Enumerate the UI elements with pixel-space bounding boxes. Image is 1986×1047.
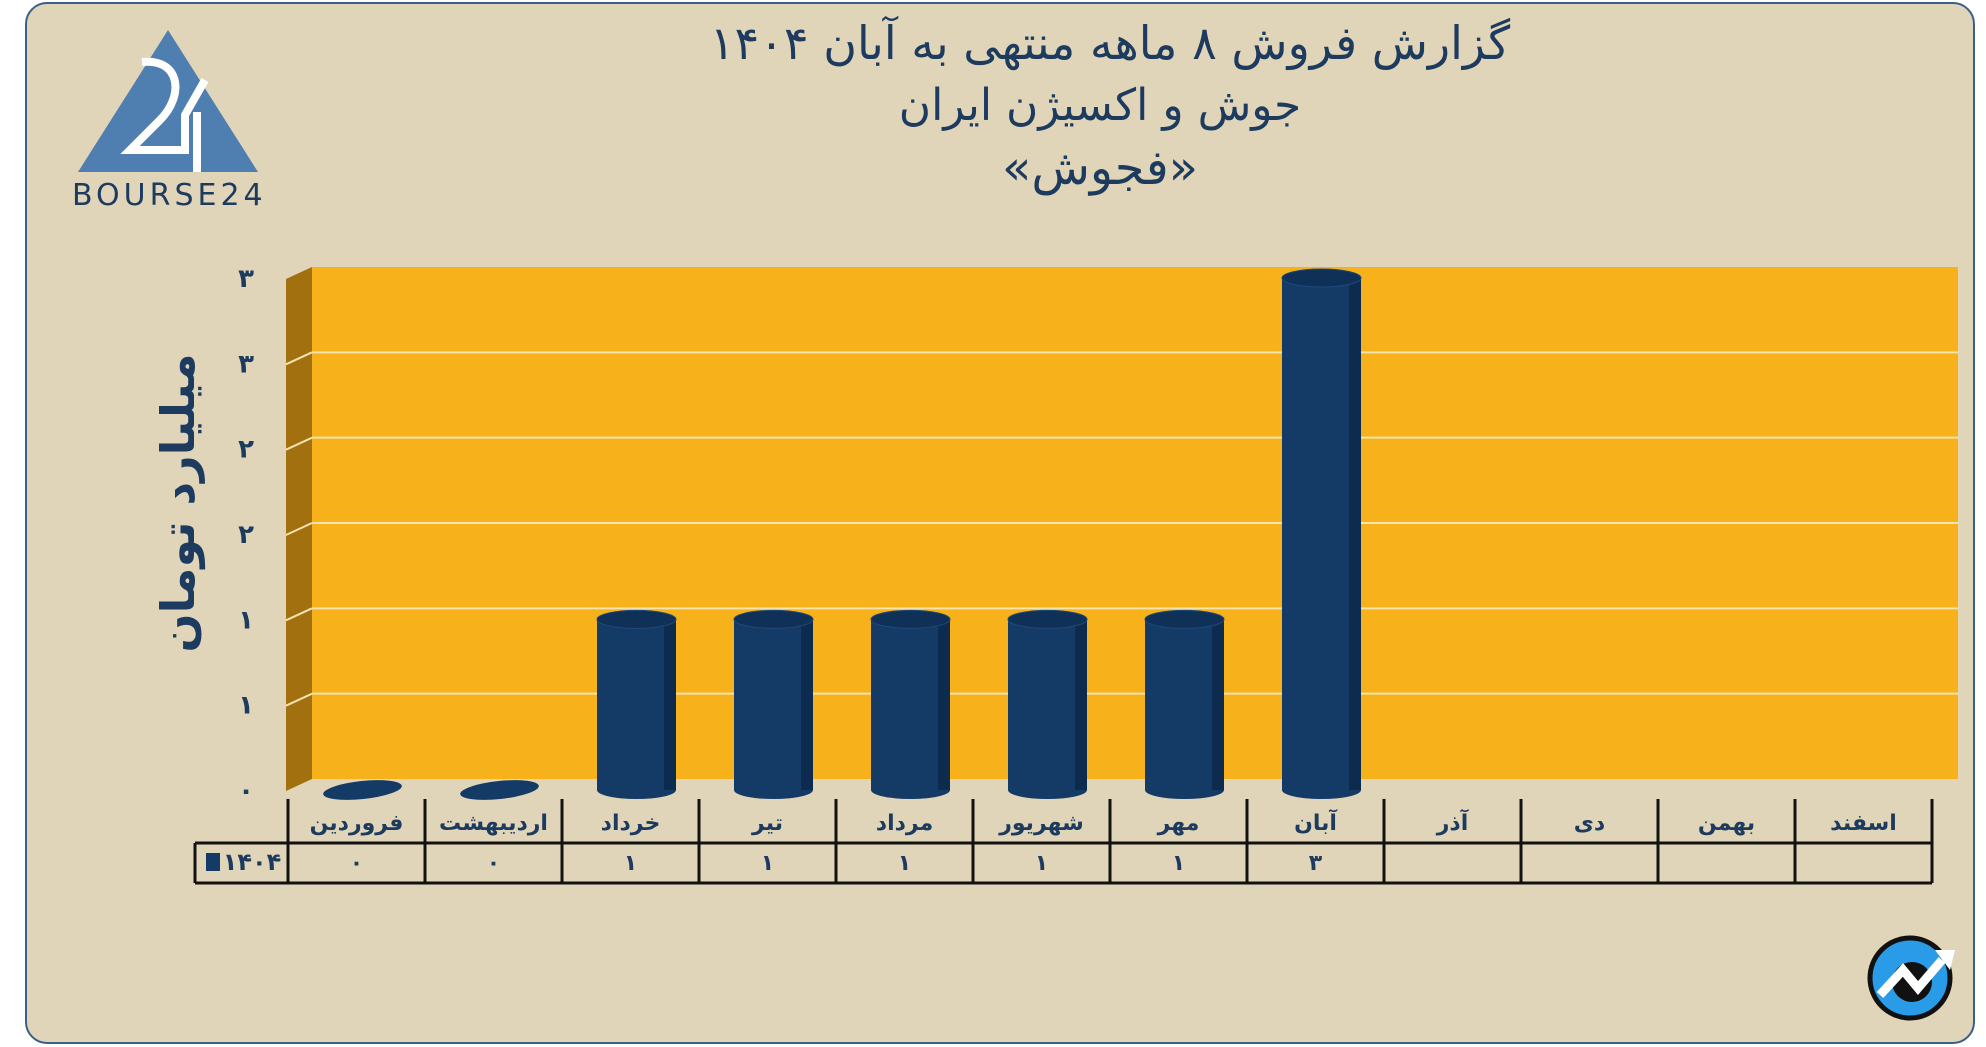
logo-triangle (78, 30, 258, 172)
chart-title: گزارش فروش ۸ ماهه منتهی به آبان ۱۴۰۴ (709, 16, 1511, 70)
y-tick-label: ۳ (238, 264, 254, 294)
bar-top (1144, 609, 1225, 629)
logo-text: BOURSE24 (72, 178, 267, 213)
bar-bottom (597, 781, 676, 799)
category-label: شهریور (998, 811, 1084, 836)
category-label: مهر (1157, 811, 1200, 836)
y-axis-label: میلیارد تومان (151, 353, 205, 653)
category-label: اسفند (1830, 811, 1897, 836)
bar-shade (1212, 619, 1224, 790)
bar-body (734, 619, 813, 790)
ticker-symbol: «فجوش» (1001, 140, 1199, 196)
bar-top (1007, 609, 1088, 629)
company-name: جوش و اکسیژن ایران (898, 80, 1302, 131)
y-tick-label: ۲ (238, 520, 254, 550)
bar-shade (1349, 278, 1361, 790)
data-label: ۰ (350, 851, 363, 876)
gridline-side (285, 607, 313, 622)
gridline-side (285, 522, 313, 536)
y-tick-label: ۱ (238, 605, 254, 635)
bar-bottom (1145, 781, 1224, 799)
bar-body (871, 619, 950, 790)
bar (733, 609, 814, 799)
y-tick-label: ۲ (238, 435, 254, 465)
gridline-side (285, 436, 313, 451)
data-label: ۱ (898, 851, 911, 876)
bar (1007, 609, 1088, 799)
gridline-side (285, 692, 313, 707)
bar-shade (801, 619, 813, 790)
bar-zero-cap (323, 780, 402, 800)
category-label: بهمن (1698, 811, 1755, 836)
bar-top (733, 609, 814, 629)
category-label: آذر (1436, 808, 1469, 836)
bar (1281, 268, 1362, 799)
bar (1144, 609, 1225, 799)
category-label: دی (1574, 811, 1605, 836)
data-label: ۱ (1172, 851, 1185, 876)
data-label: ۱ (624, 851, 637, 876)
bar-top (1281, 268, 1362, 288)
bar-bottom (871, 781, 950, 799)
bar-zero-cap (460, 780, 539, 800)
bar (596, 609, 677, 799)
category-label: فروردین (310, 811, 404, 836)
y-tick-label: ۳ (238, 349, 254, 379)
bar (323, 780, 402, 800)
category-label: اردیبهشت (439, 811, 548, 836)
category-label: تیر (751, 811, 783, 836)
bar-body (1145, 619, 1224, 790)
gridline-side (285, 351, 313, 366)
bar-bottom (1008, 781, 1087, 799)
bar-body (597, 619, 676, 790)
bar-shade (1075, 619, 1087, 790)
category-label: آبان (1294, 808, 1337, 836)
y-tick-label: ۱ (238, 691, 254, 721)
bar-bottom (1282, 781, 1361, 799)
bar (460, 780, 539, 800)
category-label: مرداد (876, 811, 933, 836)
data-label: ۱ (761, 851, 774, 876)
logo-24-mark (120, 57, 209, 154)
bar (870, 609, 951, 799)
bar-bottom (734, 781, 813, 799)
bar-shade (938, 619, 950, 790)
bar-body (1008, 619, 1087, 790)
legend-label: ۱۴۰۴ (223, 848, 282, 876)
bar-body (1282, 278, 1361, 790)
bourse24-logo (78, 30, 258, 172)
bar-top (596, 609, 677, 629)
bar-shade (664, 619, 676, 790)
y-tick-label: ۰ (238, 776, 254, 806)
data-label: ۰ (487, 851, 500, 876)
data-label: ۱ (1035, 851, 1048, 876)
data-label: ۳ (1309, 851, 1323, 876)
legend-swatch (206, 853, 220, 871)
category-label: خرداد (601, 811, 661, 836)
bar-top (870, 609, 951, 629)
corner-logo-icon (1867, 935, 1955, 1021)
